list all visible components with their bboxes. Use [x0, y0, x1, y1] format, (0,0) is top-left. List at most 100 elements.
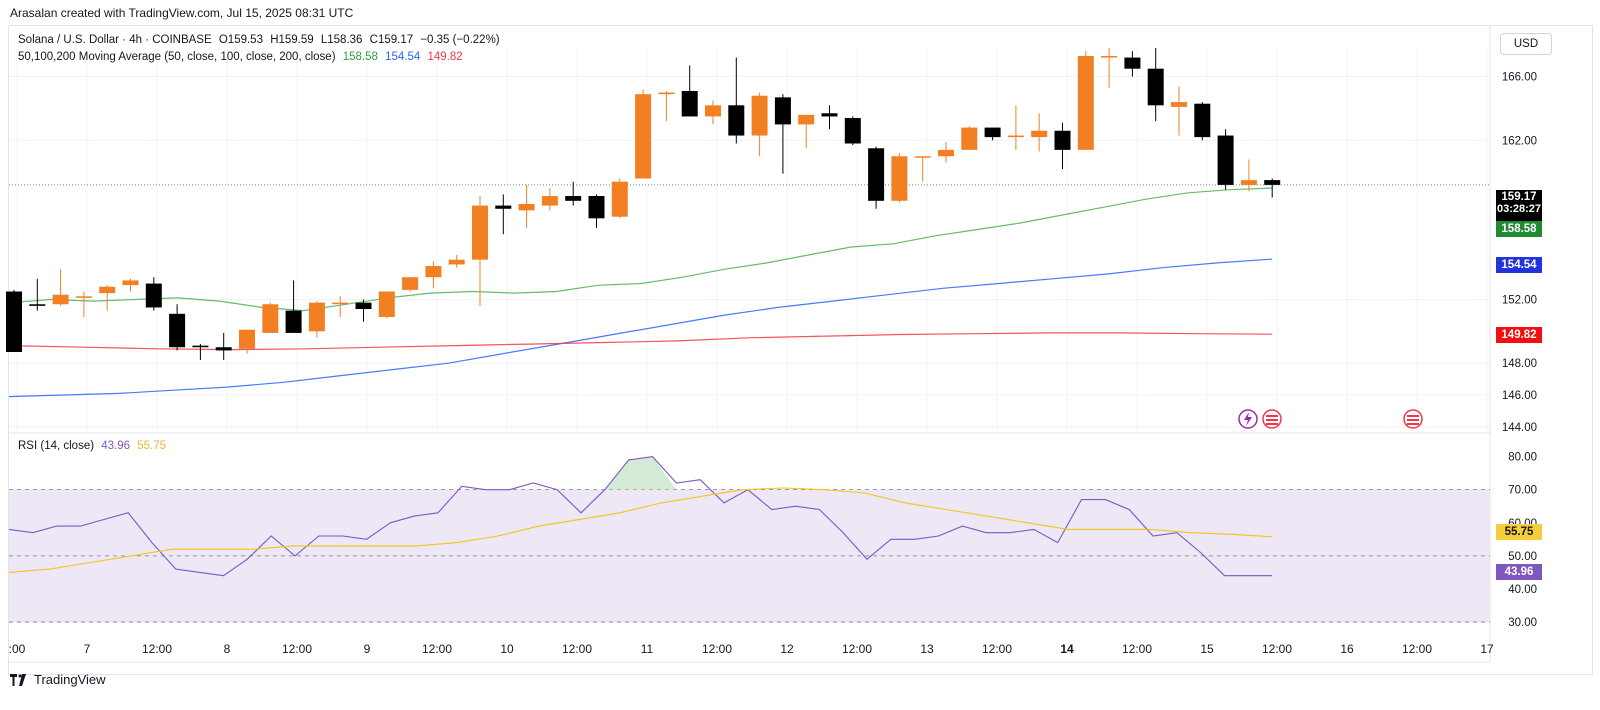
ma-label: 50,100,200 Moving Average (50, close, 10…	[18, 51, 336, 63]
candle-body	[145, 283, 162, 308]
time-axis-tick-label: 12:00	[1122, 642, 1152, 656]
symbol-title: Solana / U.S. Dollar · 4h · COINBASE	[18, 34, 212, 46]
ma-legend[interactable]: 50,100,200 Moving Average (50, close, 10…	[18, 51, 467, 63]
time-axis-tick-label: 11	[641, 642, 654, 656]
candle-body	[262, 304, 279, 333]
event-us-flag-icon-stripe	[1266, 415, 1278, 417]
last-price-value: 159.17	[1501, 191, 1537, 203]
time-axis-tick-label: 12:00	[842, 642, 872, 656]
rsi-ma-tag: 55.75	[1496, 524, 1542, 540]
candle-body	[1240, 180, 1257, 185]
candle-body	[122, 280, 139, 286]
rsi-axis-tick-label: 70.00	[1508, 485, 1537, 497]
ma200-price-tag: 149.82	[1496, 327, 1542, 343]
event-us-flag-icon-stripe	[1266, 419, 1278, 421]
candle-body	[448, 259, 465, 265]
candle-body	[588, 196, 605, 219]
candle-body	[402, 277, 419, 290]
time-axis-tick-label: 12:00	[1402, 642, 1432, 656]
rsi-axis-tick-label: 80.00	[1508, 452, 1537, 464]
symbol-legend: Solana / U.S. Dollar · 4h · COINBASE O15…	[18, 34, 504, 46]
candle-body	[215, 347, 232, 351]
candle-body	[728, 105, 745, 136]
candle-body	[192, 345, 209, 348]
event-us-flag-icon-2-stripe	[1407, 415, 1419, 417]
rsi-axis-tick-label: 50.00	[1508, 551, 1537, 563]
ohlc-high: H159.59	[270, 34, 314, 46]
candle-body	[99, 286, 116, 294]
time-axis-tick-label: 12:00	[422, 642, 452, 656]
time-axis-tick-label: 13	[920, 642, 934, 656]
candle-body	[541, 196, 558, 206]
rsi-label: RSI (14, close)	[18, 440, 95, 452]
candle-body	[611, 181, 628, 217]
candle-body	[169, 313, 186, 348]
candle-body	[751, 95, 768, 136]
price-axis-tick-label: 148.00	[1502, 358, 1537, 370]
time-axis-tick-label: 9	[364, 642, 371, 656]
candle-body	[1147, 68, 1164, 106]
candle-body	[681, 90, 698, 117]
candle-body	[1007, 135, 1024, 138]
ma200-value: 149.82	[427, 51, 463, 63]
candle-body	[1194, 103, 1211, 138]
rsi-tag: 43.96	[1496, 564, 1542, 580]
candle-body	[914, 156, 931, 158]
candle-body	[1077, 55, 1094, 150]
rsi-line	[8, 456, 1273, 577]
candle-body	[868, 148, 885, 201]
rsi-ma-line	[8, 487, 1273, 573]
price-axis-tick-label: 144.00	[1502, 422, 1537, 434]
time-axis-tick-label: 12:00	[702, 642, 732, 656]
currency-button[interactable]: USD	[1500, 33, 1552, 55]
ma-line-1	[8, 258, 1273, 398]
candle-body	[472, 205, 488, 260]
candle-body	[984, 127, 1001, 138]
created-by-caption: Arasalan created with TradingView.com, J…	[10, 6, 354, 20]
candle-body	[6, 291, 22, 353]
rsi-legend[interactable]: RSI (14, close) 43.96 55.75	[18, 440, 170, 452]
time-axis-tick-label: 12:00	[562, 642, 592, 656]
lightning-glyph-icon	[1244, 412, 1252, 426]
time-axis-tick-label: 12:00	[982, 642, 1012, 656]
price-axis-tick-label: 166.00	[1502, 72, 1537, 84]
candle-body	[705, 105, 721, 117]
time-axis-tick-label: 12:00	[282, 642, 312, 656]
time-axis-tick-label: 16	[1340, 642, 1354, 656]
ma100-value: 154.54	[385, 51, 421, 63]
ma-line-0	[8, 187, 1273, 312]
ohlc-open: O159.53	[218, 34, 263, 46]
time-axis-tick-label: 15	[1200, 642, 1214, 656]
time-axis-tick-label: 8	[224, 642, 231, 656]
candle-body	[75, 296, 92, 298]
time-axis-tick-label: 14	[1060, 642, 1074, 656]
price-axis-tick-label: 146.00	[1502, 390, 1537, 402]
rsi-ma-value: 55.75	[137, 440, 167, 452]
time-axis-tick-label: 12:00	[142, 642, 172, 656]
time-axis-tick-label: 12	[780, 642, 794, 656]
candle-body	[1101, 55, 1118, 58]
tradingview-logo-icon	[10, 673, 26, 686]
candle-body	[1031, 130, 1048, 138]
candle-body	[774, 97, 791, 125]
candle-body	[635, 94, 652, 179]
footer-brand[interactable]: TradingView	[10, 672, 106, 687]
candle-body	[378, 291, 395, 317]
candle-body	[821, 113, 838, 117]
price-axis-tick-label: 162.00	[1502, 135, 1537, 147]
ma50-value: 158.58	[342, 51, 378, 63]
brand-name: TradingView	[34, 672, 106, 687]
time-axis-tick-label: 7	[84, 642, 91, 656]
ma50-price-tag: 158.58	[1496, 221, 1542, 237]
candle-body	[961, 127, 978, 150]
candle-body	[29, 304, 46, 306]
time-axis-tick-label: :00	[9, 642, 26, 656]
candle-body	[1264, 180, 1281, 185]
candle-body	[938, 149, 954, 157]
candle-body	[798, 114, 815, 125]
price-axis-tick-label: 152.00	[1502, 294, 1537, 306]
candle-body	[308, 302, 325, 332]
candle-body	[891, 156, 908, 201]
candle-body	[1124, 57, 1141, 69]
